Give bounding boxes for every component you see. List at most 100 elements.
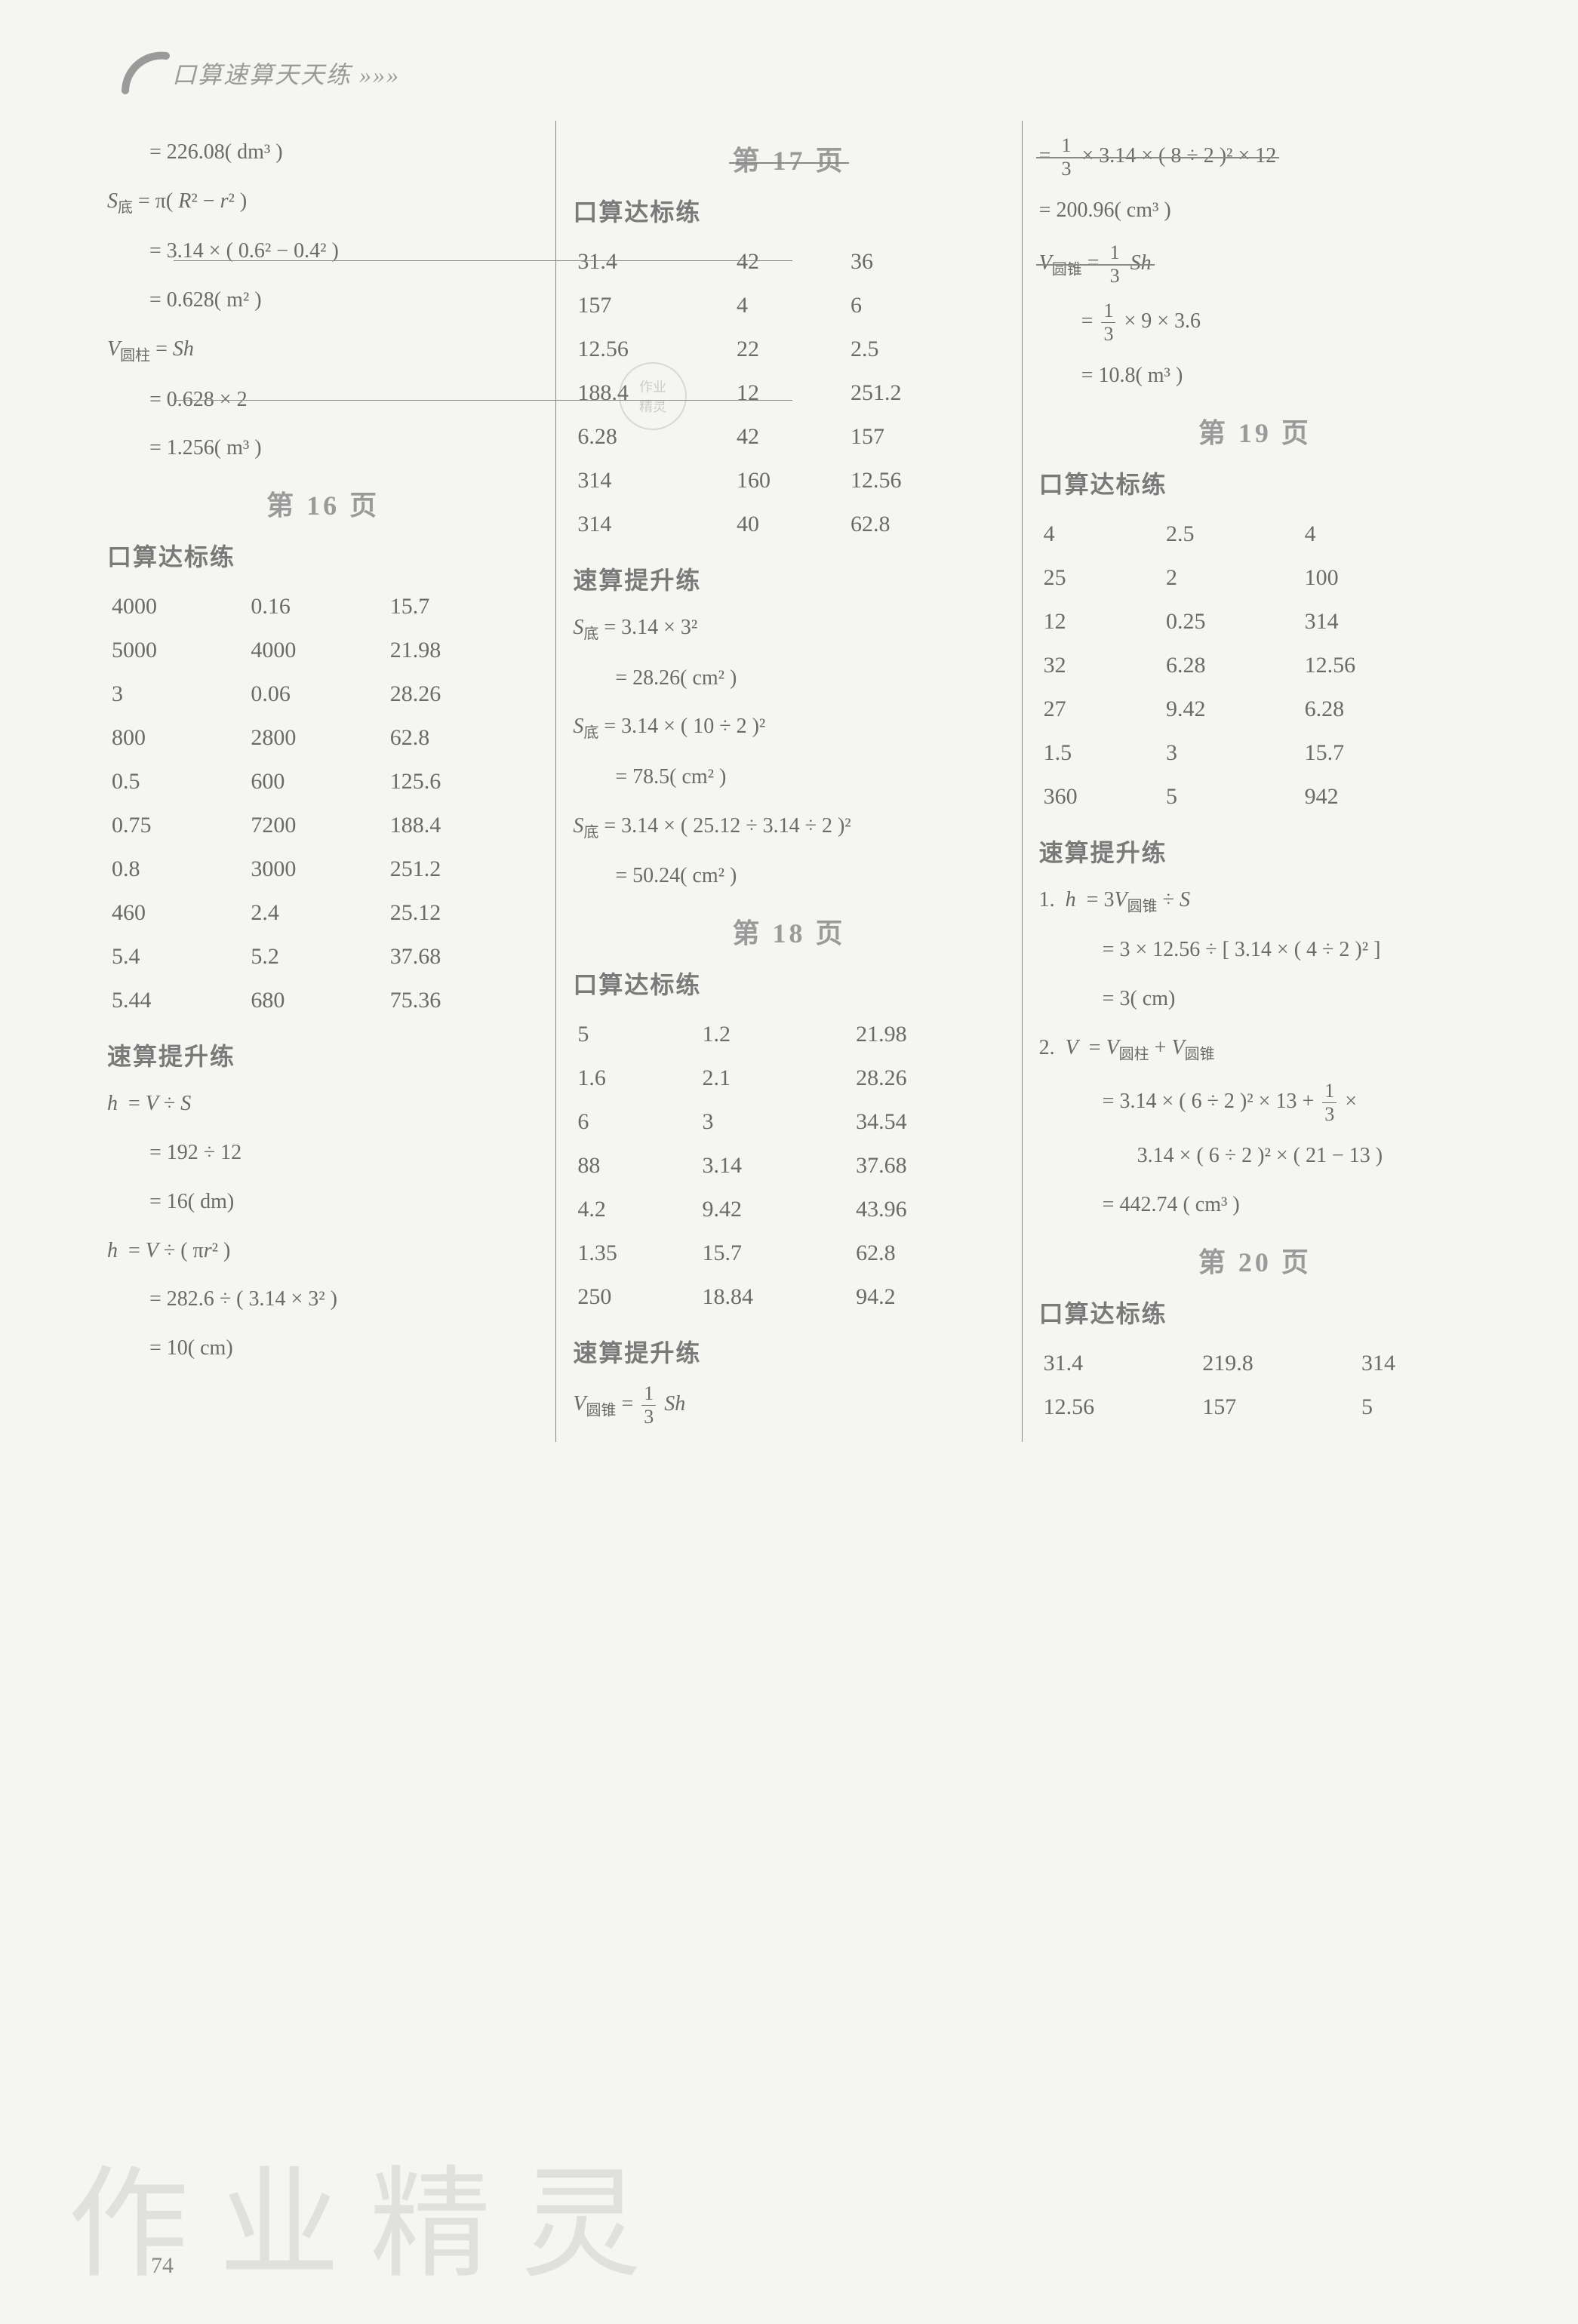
table-cell: 5 [1357, 1385, 1471, 1429]
answer-table-p20: 31.4219.831412.561575 [1039, 1342, 1471, 1429]
eq: = 50.24( cm² ) [573, 859, 1004, 893]
table-cell: 4 [1039, 512, 1161, 556]
table-cell: 600 [246, 760, 385, 804]
table-row: 326.2812.56 [1039, 644, 1471, 687]
section-koushuanbiaolian: 口算达标练 [573, 193, 1004, 228]
eq: = 200.96( cm³ ) [1039, 194, 1471, 228]
table-cell: 1.5 [1039, 731, 1161, 775]
table-cell: 42 [732, 415, 846, 459]
answer-table-p19: 42.54252100120.25314326.2812.56279.426.2… [1039, 512, 1471, 819]
table-cell: 5.2 [246, 935, 385, 979]
header-arc-icon: 口算速算天天练 »»» [121, 45, 438, 98]
eq: S底 = π( R² − r² ) [107, 185, 539, 220]
section-koushuanbiaolian: 口算达标练 [1039, 466, 1471, 500]
table-cell: 12 [1039, 600, 1161, 644]
table-cell: 6 [573, 1100, 697, 1144]
table-row: 5000400021.98 [107, 629, 539, 672]
table-row: 40000.1615.7 [107, 585, 539, 629]
table-cell: 2.4 [246, 891, 385, 935]
eq: = 3.14 × ( 6 ÷ 2 )² × 13 + 13 × [1039, 1081, 1471, 1124]
table-cell: 0.25 [1161, 600, 1300, 644]
table-cell: 5.44 [107, 979, 246, 1022]
book-header: 口算速算天天练 »»» [121, 45, 1487, 98]
table-row: 1.3515.762.8 [573, 1231, 1004, 1275]
table-cell: 12.56 [846, 459, 1005, 503]
eq: = 3( cm) [1039, 982, 1471, 1016]
table-row: 188.412251.2 [573, 371, 1004, 415]
header-title: 口算速算天天练 »»» [172, 61, 400, 88]
table-cell: 2.5 [846, 327, 1005, 371]
eq: S底 = 3.14 × ( 10 ÷ 2 )² [573, 710, 1004, 745]
table-cell: 314 [573, 459, 732, 503]
table-cell: 942 [1300, 775, 1471, 819]
table-cell: 157 [573, 284, 732, 327]
eq: = 1.256( m³ ) [107, 432, 539, 466]
eq: = 0.628( m² ) [107, 284, 539, 318]
eq: h = V ÷ S [107, 1087, 539, 1121]
table-cell: 0.5 [107, 760, 246, 804]
section-koushuanbiaolian: 口算达标练 [573, 966, 1004, 1001]
table-cell: 25 [1039, 556, 1161, 600]
eq: = 13 × 3.14 × ( 8 ÷ 2 )² × 12 [1039, 136, 1471, 179]
table-cell: 18.84 [697, 1275, 851, 1319]
table-cell: 4 [732, 284, 846, 327]
column-1: = 226.08( dm³ ) S底 = π( R² − r² ) = 3.14… [91, 121, 556, 1442]
table-cell: 314 [573, 503, 732, 546]
table-cell: 25.12 [386, 891, 540, 935]
table-cell: 6.28 [573, 415, 732, 459]
table-cell: 1.6 [573, 1056, 697, 1100]
table-cell: 27 [1039, 687, 1161, 731]
eq: = 28.26( cm² ) [573, 662, 1004, 696]
table-cell: 12 [732, 371, 846, 415]
table-cell: 28.26 [386, 672, 540, 716]
table-row: 120.25314 [1039, 600, 1471, 644]
section-susuan: 速算提升练 [1039, 834, 1471, 868]
table-cell: 5 [1161, 775, 1300, 819]
answer-table-p16: 40000.1615.75000400021.9830.0628.2680028… [107, 585, 539, 1022]
table-cell: 0.75 [107, 804, 246, 847]
page-divider-17: 第 17 页 [573, 139, 1004, 178]
table-cell: 6.28 [1161, 644, 1300, 687]
table-cell: 12.56 [1039, 1385, 1198, 1429]
answer-table-p17: 31.442361574612.56222.5188.412251.26.284… [573, 240, 1004, 546]
eq: = 3 × 12.56 ÷ [ 3.14 × ( 4 ÷ 2 )² ] [1039, 933, 1471, 967]
table-cell: 15.7 [1300, 731, 1471, 775]
table-cell: 250 [573, 1275, 697, 1319]
table-row: 0.5600125.6 [107, 760, 539, 804]
table-cell: 251.2 [846, 371, 1005, 415]
table-cell: 6 [846, 284, 1005, 327]
scan-line-1 [174, 260, 792, 261]
table-row: 1.5315.7 [1039, 731, 1471, 775]
eq: h = V ÷ ( πr² ) [107, 1234, 539, 1268]
eq: V圆柱 = Sh [107, 333, 539, 368]
table-cell: 7200 [246, 804, 385, 847]
table-cell: 4000 [107, 585, 246, 629]
answer-table-p18: 51.221.981.62.128.266334.54883.1437.684.… [573, 1013, 1004, 1319]
table-cell: 0.06 [246, 672, 385, 716]
table-cell: 43.96 [851, 1188, 1005, 1231]
table-row: 5.4468075.36 [107, 979, 539, 1022]
table-row: 31.44236 [573, 240, 1004, 284]
eq: = 13 × 9 × 3.6 [1039, 301, 1471, 344]
eq: = 16( dm) [107, 1185, 539, 1219]
table-cell: 62.8 [846, 503, 1005, 546]
eq: = 282.6 ÷ ( 3.14 × 3² ) [107, 1283, 539, 1317]
section-koushuanbiaolian: 口算达标练 [107, 538, 539, 573]
table-cell: 219.8 [1198, 1342, 1357, 1385]
table-row: 12.561575 [1039, 1385, 1471, 1429]
table-row: 5.45.237.68 [107, 935, 539, 979]
table-cell: 1.2 [697, 1013, 851, 1056]
table-cell: 3 [697, 1100, 851, 1144]
page-number: 74 [151, 2253, 174, 2279]
section-susuan: 速算提升练 [107, 1038, 539, 1072]
table-cell: 94.2 [851, 1275, 1005, 1319]
table-row: 252100 [1039, 556, 1471, 600]
table-cell: 75.36 [386, 979, 540, 1022]
table-cell: 680 [246, 979, 385, 1022]
table-cell: 3000 [246, 847, 385, 891]
table-cell: 0.8 [107, 847, 246, 891]
table-cell: 2.5 [1161, 512, 1300, 556]
table-row: 12.56222.5 [573, 327, 1004, 371]
section-susuan: 速算提升练 [573, 1334, 1004, 1369]
table-row: 0.757200188.4 [107, 804, 539, 847]
